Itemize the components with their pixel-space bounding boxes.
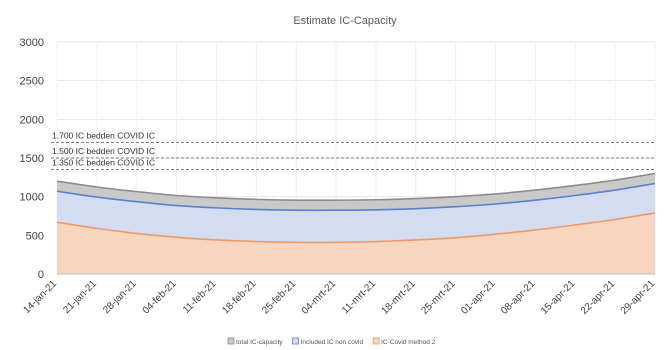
- x-tick-label: 25-feb-21: [260, 278, 298, 316]
- x-tick-label: 28-jan-21: [101, 278, 139, 316]
- x-tick-label: 18-feb-21: [220, 278, 258, 316]
- reference-line-label: 1.350 IC bedden COVID IC: [52, 158, 155, 168]
- y-tick-label: 1000: [20, 192, 44, 204]
- legend-label: IC-Covid method 2: [381, 339, 436, 346]
- y-tick-label: 3000: [20, 37, 44, 49]
- y-tick-label: 2500: [20, 76, 44, 88]
- legend-swatch: [292, 337, 300, 345]
- x-tick-label: 04-feb-21: [141, 278, 179, 316]
- x-tick-label: 22-apr-21: [579, 278, 618, 317]
- x-tick-label: 14-jan-21: [21, 278, 59, 316]
- reference-line-label: 1.500 IC bedden COVID IC: [52, 146, 155, 156]
- x-tick-label: 15-apr-21: [539, 278, 578, 317]
- series-line: [56, 172, 656, 202]
- x-tick-label: 04-mrt-21: [300, 278, 339, 317]
- chart-title: Estimate IC-Capacity: [293, 15, 397, 27]
- x-tick-label: 11-feb-21: [181, 278, 219, 316]
- legend-swatch: [227, 337, 235, 345]
- x-tick-label: 08-apr-21: [499, 278, 538, 317]
- series-line: [56, 212, 656, 244]
- x-tick-label: 25-mrt-21: [419, 278, 458, 317]
- x-tick-label: 18-mrt-21: [379, 278, 418, 317]
- reference-lines: 1.700 IC bedden COVID IC 1.500 IC bedden …: [51, 131, 655, 171]
- series-area: [57, 212, 655, 274]
- y-tick-label: 0: [38, 269, 44, 281]
- x-tick-label: 11-mrt-21: [340, 278, 378, 316]
- x-tick-label: 29-apr-21: [619, 278, 658, 317]
- series-line: [56, 182, 656, 212]
- x-tick-label: 01-apr-21: [459, 278, 498, 317]
- legend-label: total IC-capacity: [236, 339, 283, 346]
- legend: total IC-capacity Included IC non covid IC…: [227, 337, 436, 346]
- legend-label: Included IC non covid: [301, 339, 364, 346]
- series-lines: [56, 172, 656, 244]
- y-tick-label: 1500: [20, 153, 44, 165]
- y-tick-label: 500: [26, 230, 44, 242]
- area-series: [57, 173, 655, 274]
- y-tick-label: 2000: [20, 114, 44, 126]
- reference-line-label: 1.700 IC bedden COVID IC: [52, 131, 155, 141]
- x-tick-label: 21-jan-21: [61, 278, 99, 316]
- legend-swatch: [372, 337, 380, 345]
- axes: 0 500 1000 1500 2000 2500 3000 14-jan-21 21-jan-…: [20, 37, 658, 317]
